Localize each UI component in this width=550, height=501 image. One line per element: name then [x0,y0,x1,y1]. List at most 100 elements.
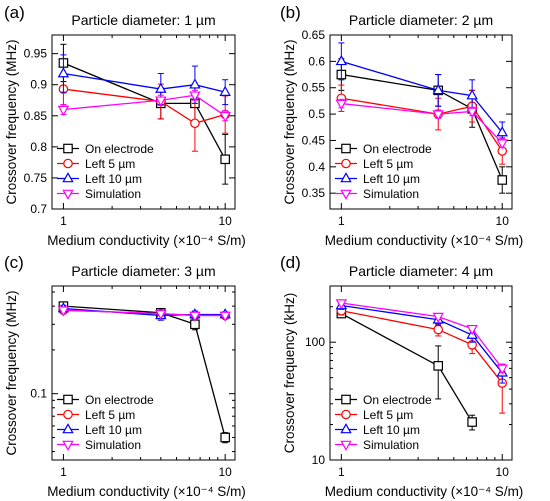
data-point [155,82,167,93]
data-point [466,89,478,100]
y-tick-label: 100 [305,335,325,349]
series-line [341,302,503,369]
legend-label: Left 5 µm [363,408,413,422]
data-point [467,417,477,427]
chart-panel-2: (c) Particle diameter: 3 µm 1 10 0.1 Medium c… [4,253,246,499]
panel-label: (c) [4,253,24,272]
legend-marker [62,172,74,183]
series-3 [57,89,231,123]
legend-marker [63,394,73,405]
data-point [433,361,444,371]
x-axis-label: Medium conductivity (×10⁻⁴ S/m) [47,484,246,499]
legend-marker [63,409,73,420]
data-point [496,364,508,375]
legend-marker [340,189,352,200]
x-tick-label: 1 [60,465,67,479]
series-line [63,72,226,93]
data-point [335,99,348,110]
x-tick-label: 10 [219,465,233,479]
y-axis-label: Crossover frequency (MHz) [4,39,19,204]
legend-marker [62,440,74,451]
y-axis-label: Crossover frequency (MHz) [4,290,19,455]
y-tick-label: 0.55 [302,81,326,95]
legend-marker [341,143,351,154]
series-line [63,94,226,117]
chart-title: Particle diameter: 2 µm [349,12,493,28]
legend-label: Left 5 µm [85,157,135,171]
plot-frame [51,285,236,461]
data-point [155,309,167,321]
data-point [220,154,230,165]
data-point [190,118,200,129]
panel-label: (a) [4,3,25,22]
y-tick-label: 0.45 [302,133,326,147]
y-tick-label: 0.9 [30,78,47,92]
series-line [341,102,503,144]
y-tick-label: 10 [312,453,326,467]
x-axis-label: Medium conductivity (×10⁻⁴ S/m) [325,233,524,248]
chart-title: Particle diameter: 1 µm [71,12,215,28]
series-3 [335,299,508,375]
data-point [433,324,444,335]
legend-marker [63,158,73,169]
data-point [220,432,230,443]
series-line [63,62,226,160]
legend-marker [340,423,352,434]
series-3 [335,98,508,150]
data-point [432,83,444,95]
legend-label: Simulation [85,187,141,201]
chart-title: Particle diameter: 3 µm [71,263,215,279]
y-tick-label: 0.75 [24,171,48,185]
series-3 [57,306,231,322]
legend-label: Simulation [363,187,419,201]
legend-label: Left 5 µm [85,408,135,422]
legend-label: On electrode [85,142,154,156]
series-line [341,97,503,152]
legend-marker [62,423,74,434]
data-point [432,312,444,324]
x-axis-label: Medium conductivity (×10⁻⁴ S/m) [47,233,246,248]
y-axis-label: Crossover frequency (kHz) [282,293,297,454]
data-point [155,96,167,107]
legend-label: Simulation [85,438,141,452]
legend-marker [340,172,352,183]
data-point [57,306,70,317]
legend-label: Left 10 µm [363,423,420,437]
series-2 [335,42,508,144]
legend-label: Left 10 µm [85,172,142,186]
series-line [341,304,503,374]
series-line [63,309,226,317]
y-tick-label: 0.65 [302,28,326,42]
series-2 [57,54,231,106]
data-point [189,311,201,322]
y-tick-label: 0.8 [30,140,47,154]
legend-marker [63,143,73,154]
y-tick-label: 0.6 [308,54,325,68]
data-point [496,126,508,137]
legend-label: Left 10 µm [85,423,142,437]
plot-frame [329,285,513,461]
series-line [63,88,226,124]
data-point [219,111,231,123]
data-point [219,311,231,322]
data-point [466,324,478,336]
legend-label: On electrode [85,393,154,407]
chart-panel-0: (a) Particle diameter: 1 µm 1 10 0.7 0.75 0.8 0… [4,3,246,248]
y-tick-label: 0.95 [24,47,48,61]
series-line [341,73,503,181]
series-1 [58,73,230,152]
data-point [57,67,70,78]
y-tick-label: 0.1 [30,387,47,401]
y-tick-label: 0.4 [308,160,325,174]
x-tick-label: 1 [60,214,67,228]
legend-label: Simulation [363,438,419,452]
legend-label: Left 10 µm [363,172,420,186]
x-tick-label: 10 [219,214,233,228]
legend-marker [341,409,351,420]
data-point [497,175,508,185]
y-tick-label: 0.35 [302,186,326,200]
